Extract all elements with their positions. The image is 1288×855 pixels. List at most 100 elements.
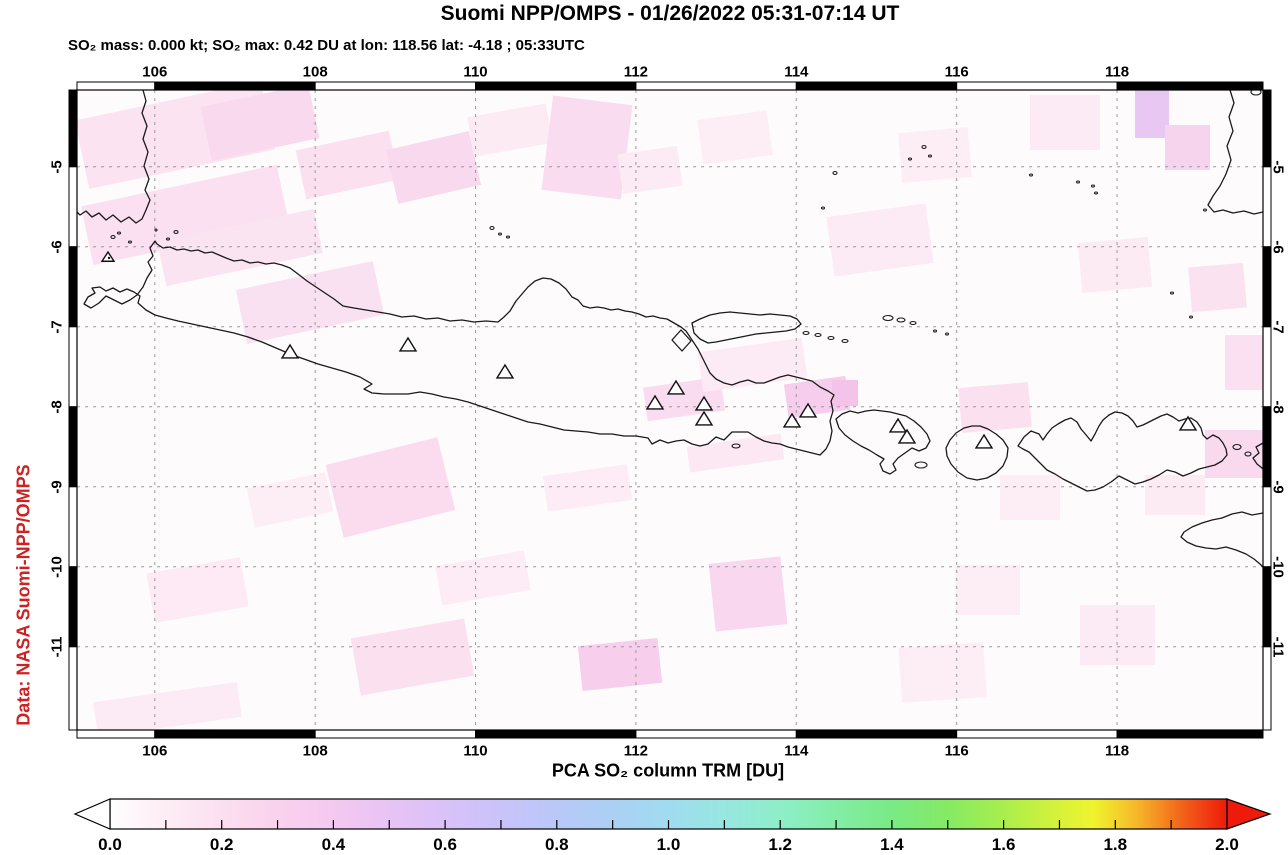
- border-segment: [68, 486, 78, 568]
- lon-tick-label-bottom: 114: [784, 742, 809, 760]
- border-segment: [154, 81, 316, 91]
- so2-patch: [295, 130, 400, 200]
- colorbar-right-arrow-icon: [1226, 798, 1272, 830]
- islet: [896, 317, 906, 323]
- border-segment: [154, 729, 316, 739]
- border-segment: [68, 326, 78, 408]
- so2-patch: [146, 557, 249, 623]
- border-segment: [68, 89, 78, 168]
- lon-tick-label-top: 116: [944, 63, 969, 81]
- islet: [489, 225, 495, 231]
- lat-tick-label-right: -8: [1269, 400, 1287, 414]
- border-segment: [1262, 166, 1272, 248]
- lon-tick-label-bottom: 110: [463, 742, 488, 760]
- border-segment: [795, 729, 958, 739]
- islet: [841, 338, 849, 344]
- so2-patch: [157, 208, 323, 287]
- volcano-triangle-icon: [100, 250, 116, 262]
- so2-patch: [542, 464, 633, 512]
- so2-patch: [1077, 237, 1153, 293]
- border-segment: [68, 406, 78, 488]
- so2-patch: [93, 682, 242, 737]
- colorbar-tick-label: 1.8: [1103, 835, 1128, 854]
- so2-patch: [826, 203, 934, 277]
- islet: [127, 240, 133, 244]
- volcano-triangle-icon: [694, 410, 714, 426]
- border-segment: [1262, 326, 1272, 408]
- islet: [505, 235, 511, 239]
- volcano-triangle-icon: [1178, 415, 1198, 431]
- so2-patch: [1165, 125, 1210, 170]
- islet: [1028, 173, 1034, 177]
- coastline-java: [83, 240, 835, 456]
- coastline-lombok: [945, 425, 1009, 481]
- islet: [1232, 443, 1242, 451]
- colorbar-left-arrow-icon: [73, 798, 111, 830]
- volcano-triangle-icon: [666, 379, 686, 395]
- islet: [1075, 180, 1081, 184]
- so2-patch: [1030, 95, 1100, 150]
- coastline-sumatra: [76, 89, 151, 224]
- lat-tick-label-right: -9: [1269, 480, 1287, 494]
- coastline-strait-detail: [671, 329, 692, 352]
- lon-tick-label-top: 110: [463, 63, 488, 81]
- lon-tick-label-bottom: 108: [302, 742, 328, 760]
- so2-patch: [697, 110, 773, 165]
- coastline-sumbawa: [1017, 411, 1228, 492]
- volcano-triangle-icon: [694, 395, 714, 411]
- data-credit-label: Data: NASA Suomi-NPP/OMPS: [13, 464, 34, 726]
- so2-patch: [1188, 262, 1247, 313]
- islet: [814, 332, 822, 338]
- so2-patch: [686, 433, 785, 473]
- border-segment: [68, 166, 78, 248]
- lon-tick-label-top: 118: [1104, 63, 1130, 81]
- colorbar-tick-label: 1.6: [991, 835, 1016, 854]
- volcano-triangle-icon: [798, 402, 818, 418]
- lat-tick-label-right: -11: [1269, 636, 1287, 658]
- colorbar-tick-label: 1.4: [880, 835, 904, 854]
- so2-patch: [80, 164, 290, 266]
- islet: [907, 157, 913, 161]
- so2-patch: [246, 472, 334, 528]
- coastline-flores-tip: [1252, 442, 1264, 470]
- colorbar-tick-label: 0.8: [544, 835, 569, 854]
- border-segment: [795, 81, 958, 91]
- border-segment: [1116, 729, 1264, 739]
- islet: [731, 443, 741, 449]
- border-segment: [1262, 89, 1272, 168]
- map-frame-inner: [76, 89, 1264, 731]
- coastline-bali: [835, 409, 931, 475]
- map-frame-border: [68, 81, 1272, 739]
- so2-patch: [541, 95, 633, 200]
- lon-tick-label-bottom: 116: [944, 742, 969, 760]
- so2-patch: [617, 146, 683, 194]
- lat-tick-label-left: -10: [48, 555, 66, 578]
- islet: [110, 234, 116, 240]
- border-segment: [76, 729, 156, 739]
- border-segment: [475, 729, 637, 739]
- volcano-triangle-icon: [495, 363, 515, 379]
- islet: [116, 231, 122, 235]
- colorbar-tick-label: 0.2: [209, 835, 234, 854]
- islet: [173, 229, 179, 235]
- islet: [927, 154, 933, 158]
- border-segment: [68, 246, 78, 328]
- border-segment: [1262, 246, 1272, 328]
- islet: [914, 461, 928, 469]
- volcano-triangle-icon: [645, 394, 665, 410]
- so2-patch: [1205, 430, 1263, 478]
- so2-patch: [958, 382, 1032, 433]
- islet: [909, 320, 917, 326]
- so2-patch: [898, 642, 987, 703]
- border-segment: [76, 81, 156, 91]
- so2-patch: [832, 380, 858, 406]
- border-segment: [956, 729, 1118, 739]
- border-segment: [1262, 646, 1272, 731]
- so2-patch: [1000, 475, 1060, 520]
- so2-patch: [1145, 475, 1205, 515]
- so2-patch: [435, 550, 531, 606]
- so2-patch: [1225, 335, 1263, 390]
- islet: [1090, 184, 1096, 188]
- lon-tick-label-bottom: 112: [623, 742, 649, 760]
- border-segment: [1262, 566, 1272, 648]
